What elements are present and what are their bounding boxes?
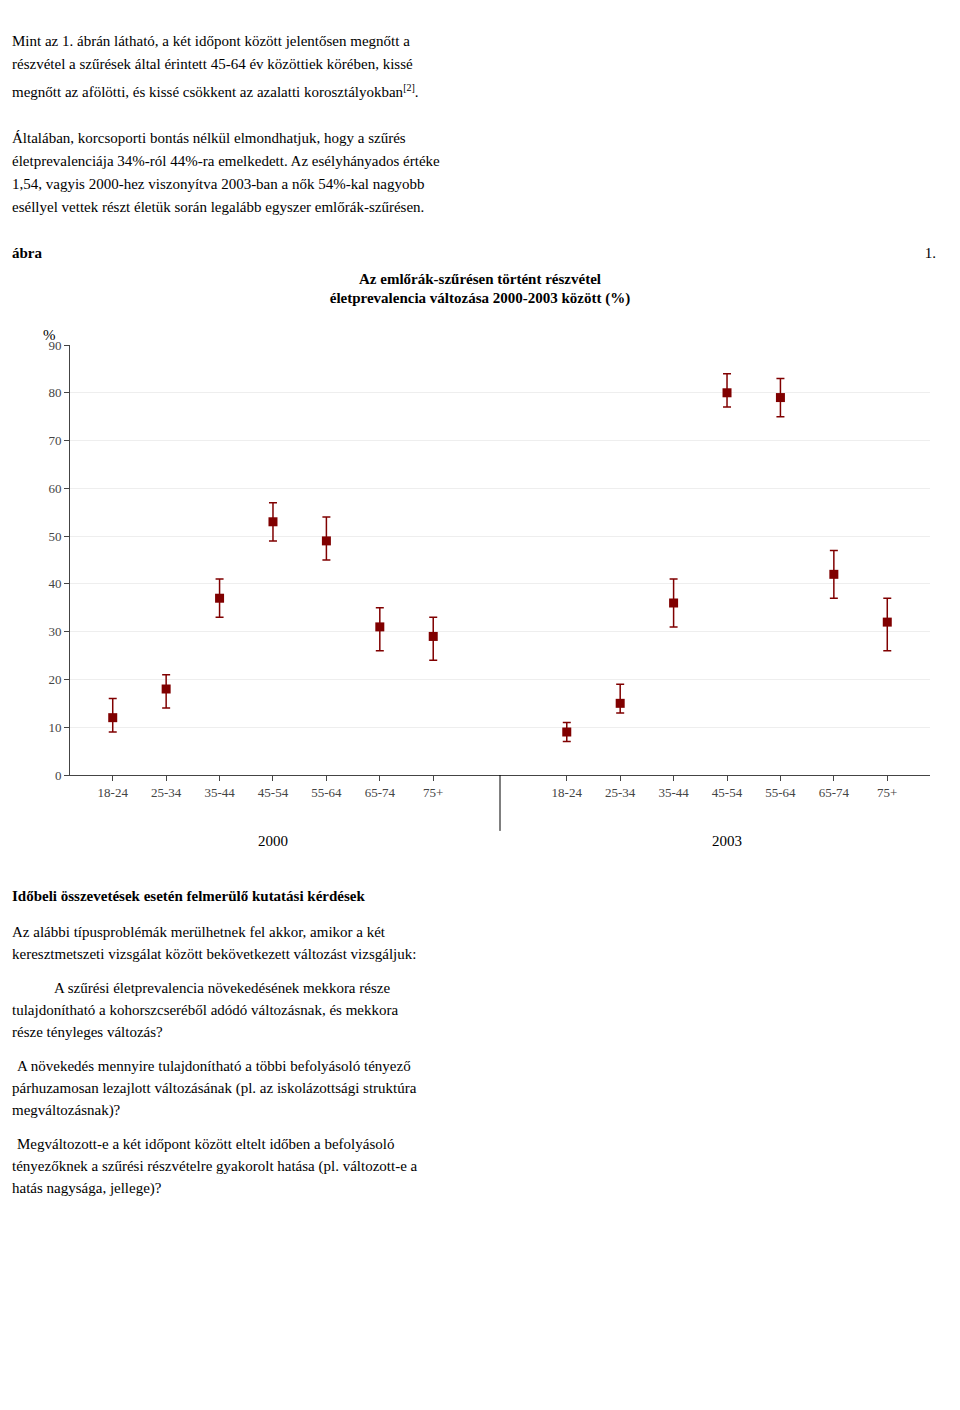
svg-text:45-54: 45-54: [712, 785, 743, 800]
svg-text:20: 20: [48, 672, 61, 687]
html-text:életprevalenciája 34%-ról 44%-: életprevalenciája 34%-ról 44%-ra emelked…: [12, 153, 440, 169]
svg-text:60: 60: [48, 481, 61, 496]
svg-text:45-54: 45-54: [258, 785, 289, 800]
svg-text:2000: 2000: [258, 833, 288, 849]
svg-text:65-74: 65-74: [819, 785, 850, 800]
html-text:1.: 1.: [924, 245, 936, 261]
svg-text:70: 70: [48, 433, 61, 448]
svg-text:10: 10: [48, 720, 61, 735]
html-text:Mint az 1. ábrán látható, a ké: Mint az 1. ábrán látható, a két időpont …: [12, 33, 410, 49]
svg-text:40: 40: [48, 576, 61, 591]
svg-text:90: 90: [48, 338, 61, 353]
svg-text:65-74: 65-74: [365, 785, 396, 800]
svg-text:18-24: 18-24: [98, 785, 129, 800]
html-text:hatás nagysága, jellege)?: hatás nagysága, jellege)?: [12, 1180, 162, 1196]
svg-text:75+: 75+: [423, 785, 443, 800]
svg-text:80: 80: [48, 385, 61, 400]
html-text:keresztmetszeti vizsgálat közö: keresztmetszeti vizsgálat között bekövet…: [12, 946, 417, 962]
html-text:A növekedés mennyire tulajdoní: A növekedés mennyire tulajdonítható a tö…: [17, 1058, 411, 1074]
html-text:eséllyel vettek részt életük s: eséllyel vettek részt életük során legal…: [12, 199, 425, 215]
svg-text:18-24: 18-24: [552, 785, 583, 800]
html-text:része tényleges változás?: része tényleges változás?: [12, 1024, 163, 1040]
html-text:A szűrési életprevalencia növe: A szűrési életprevalencia növekedésének …: [54, 980, 391, 996]
svg-text:35-44: 35-44: [658, 785, 689, 800]
svg-text:55-64: 55-64: [311, 785, 342, 800]
svg-text:55-64: 55-64: [765, 785, 796, 800]
svg-text:35-44: 35-44: [204, 785, 235, 800]
html-text:megnőtt az afölötti, és kissé: megnőtt az afölötti, és kissé csökkent a…: [12, 82, 419, 100]
svg-text:2003: 2003: [712, 833, 742, 849]
svg-text:Az emlőrák-szűrésen történt ré: Az emlőrák-szűrésen történt részvételéle…: [330, 271, 631, 308]
svg-text:25-34: 25-34: [151, 785, 182, 800]
html-text:ábra: ábra: [12, 245, 42, 261]
html-text:részvétel a szűrések által éri: részvétel a szűrések által érintett 45-6…: [12, 56, 413, 72]
html-text:1,54, vagyis 2000-hez viszonyí: 1,54, vagyis 2000-hez viszonyítva 2003-b…: [12, 176, 425, 192]
svg-text:50: 50: [48, 529, 61, 544]
svg-text:75+: 75+: [877, 785, 897, 800]
html-text:megváltozásnak)?: megváltozásnak)?: [12, 1102, 121, 1118]
html-text:párhuzamosan lezajlott változá: párhuzamosan lezajlott változásának (pl.…: [12, 1080, 417, 1096]
html-text:Az alábbi típusproblémák merül: Az alábbi típusproblémák merülhetnek fel…: [12, 924, 385, 940]
html-text:tényezőknek a szűrési részvéte: tényezőknek a szűrési részvételre gyakor…: [12, 1158, 418, 1174]
svg-text:%: %: [43, 327, 56, 343]
html-text:Időbeli összevetések esetén fe: Időbeli összevetések esetén felmerülő ku…: [12, 888, 365, 904]
html-text:Általában, korcsoporti bontás: Általában, korcsoporti bontás nélkül elm…: [12, 130, 406, 146]
svg-text:0: 0: [55, 768, 62, 783]
html-text:tulajdonítható a kohorszcseréb: tulajdonítható a kohorszcseréből adódó v…: [12, 1002, 399, 1018]
svg-text:30: 30: [48, 624, 61, 639]
html-text:Megváltozott-e a két időpont k: Megváltozott-e a két időpont között elte…: [17, 1136, 395, 1152]
svg-text:25-34: 25-34: [605, 785, 636, 800]
